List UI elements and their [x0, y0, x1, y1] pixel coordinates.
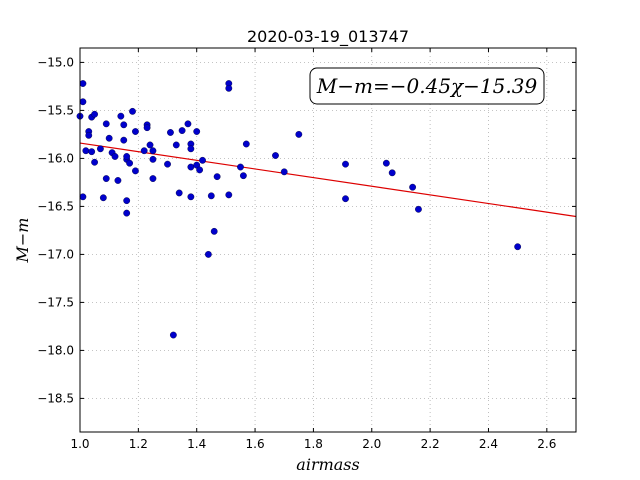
x-tick-label: 1.8	[304, 437, 323, 451]
y-tick-label: −18.5	[37, 391, 74, 405]
x-tick-label: 1.0	[70, 437, 89, 451]
x-axis-label: airmass	[296, 455, 359, 474]
data-point	[140, 147, 148, 155]
data-point	[187, 145, 195, 153]
fit-equation-box: M−m=−0.45χ−15.39	[309, 67, 545, 105]
data-point	[175, 189, 183, 197]
data-point	[382, 159, 390, 167]
fit-line-group	[79, 142, 577, 218]
grid	[79, 48, 576, 432]
fit-line	[79, 142, 577, 218]
data-point	[239, 172, 247, 180]
data-point	[272, 152, 279, 159]
data-point	[213, 173, 221, 181]
x-tick-label: 2.0	[362, 437, 381, 451]
fit-equation-frame	[309, 67, 545, 105]
data-point	[184, 120, 192, 128]
fit-equation-text: M−m=−0.45χ−15.39	[316, 74, 538, 98]
data-point	[210, 227, 218, 235]
data-point	[126, 159, 134, 167]
data-point	[120, 121, 128, 129]
data-point	[242, 140, 250, 148]
data-point	[172, 141, 180, 149]
data-point	[342, 160, 349, 168]
x-tick-label: 2.6	[537, 437, 556, 451]
data-point	[280, 168, 288, 176]
data-point	[415, 205, 422, 213]
plot-frame	[79, 47, 577, 433]
data-point	[132, 128, 139, 135]
data-point	[79, 98, 87, 106]
data-point	[123, 197, 131, 205]
data-point	[207, 192, 215, 200]
x-tick-label: 2.2	[421, 437, 440, 451]
data-point	[187, 163, 195, 171]
data-point	[187, 193, 195, 201]
data-point	[342, 195, 349, 203]
data-point	[120, 136, 128, 144]
data-point	[123, 153, 131, 160]
data-point	[79, 193, 87, 201]
data-points	[76, 80, 522, 339]
axis-ticks: 1.0 1.2 1.4 1.6 1.8 2.0 2.2 2.4 2.6 −15.0 −15.5 −16…	[37, 48, 576, 451]
chart-title: 2020-03-19_013747	[247, 27, 409, 47]
data-point	[225, 84, 233, 92]
y-tick-label: −16.0	[37, 151, 74, 165]
data-point	[97, 145, 104, 153]
data-point	[143, 124, 151, 132]
data-point	[117, 112, 125, 120]
x-tick-label: 1.4	[187, 437, 206, 451]
data-point	[91, 158, 98, 166]
data-point	[167, 129, 174, 136]
data-point	[88, 148, 96, 156]
data-point	[204, 250, 212, 258]
y-tick-label: −16.5	[37, 199, 74, 213]
data-point	[105, 134, 113, 142]
x-tick-label: 1.2	[129, 437, 148, 451]
data-point	[79, 80, 87, 87]
data-point	[114, 177, 122, 184]
y-tick-label: −15.0	[37, 55, 74, 69]
data-point	[169, 331, 177, 339]
data-point	[146, 141, 154, 149]
data-point	[91, 110, 98, 118]
y-tick-label: −15.5	[37, 103, 74, 117]
y-tick-label: −18.0	[37, 343, 74, 357]
x-tick-label: 2.4	[479, 437, 498, 451]
data-point	[129, 107, 136, 115]
x-tick-label: 1.6	[246, 437, 265, 451]
data-point	[102, 175, 110, 182]
data-point	[149, 175, 157, 182]
data-point	[178, 127, 186, 134]
data-point	[514, 243, 522, 251]
data-point	[225, 191, 233, 199]
data-point	[199, 156, 206, 164]
data-point	[149, 147, 157, 155]
data-point	[85, 131, 93, 139]
data-point	[132, 167, 139, 175]
y-tick-label: −17.0	[37, 247, 74, 261]
data-point	[237, 163, 244, 171]
data-point	[102, 120, 110, 128]
y-tick-label: −17.5	[37, 295, 74, 309]
data-point	[99, 194, 107, 202]
data-point	[196, 166, 204, 174]
data-point	[388, 169, 396, 177]
data-point	[164, 160, 171, 168]
data-point	[82, 147, 90, 155]
data-point	[295, 130, 303, 138]
data-point	[193, 128, 201, 135]
y-axis-label: M−m	[13, 218, 32, 264]
data-point	[111, 153, 119, 160]
data-point	[409, 183, 417, 191]
data-point	[149, 155, 157, 163]
data-point	[123, 209, 131, 217]
